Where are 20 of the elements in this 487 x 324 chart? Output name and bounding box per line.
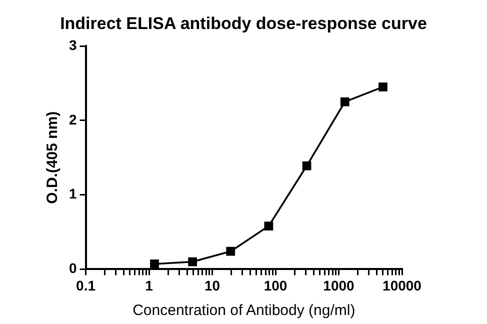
x-tick-label: 10 <box>204 277 220 294</box>
x-tick-label: 0.1 <box>76 277 96 294</box>
point <box>188 257 197 266</box>
x-tick-label: 1000 <box>323 277 355 294</box>
chart-title: Indirect ELISA antibody dose-response curve <box>59 14 428 34</box>
point <box>340 97 350 106</box>
x-tick-label: 1 <box>145 277 154 294</box>
point <box>264 222 274 230</box>
point <box>226 246 236 256</box>
x-tick-label: 10000 <box>382 277 422 294</box>
x-axis-title: Concentration of Antibody (ng/ml) <box>132 302 356 320</box>
y-tick-label: 1 <box>68 186 77 202</box>
point <box>150 260 159 268</box>
y-axis-title: O.D.(405 nm) <box>44 111 62 204</box>
point <box>302 161 312 170</box>
x-tick-label: 100 <box>264 277 288 294</box>
point <box>378 82 388 92</box>
y-tick-label: 3 <box>68 36 77 53</box>
y-tick-label: 0 <box>68 260 77 276</box>
y-tick-label: 2 <box>68 111 77 128</box>
